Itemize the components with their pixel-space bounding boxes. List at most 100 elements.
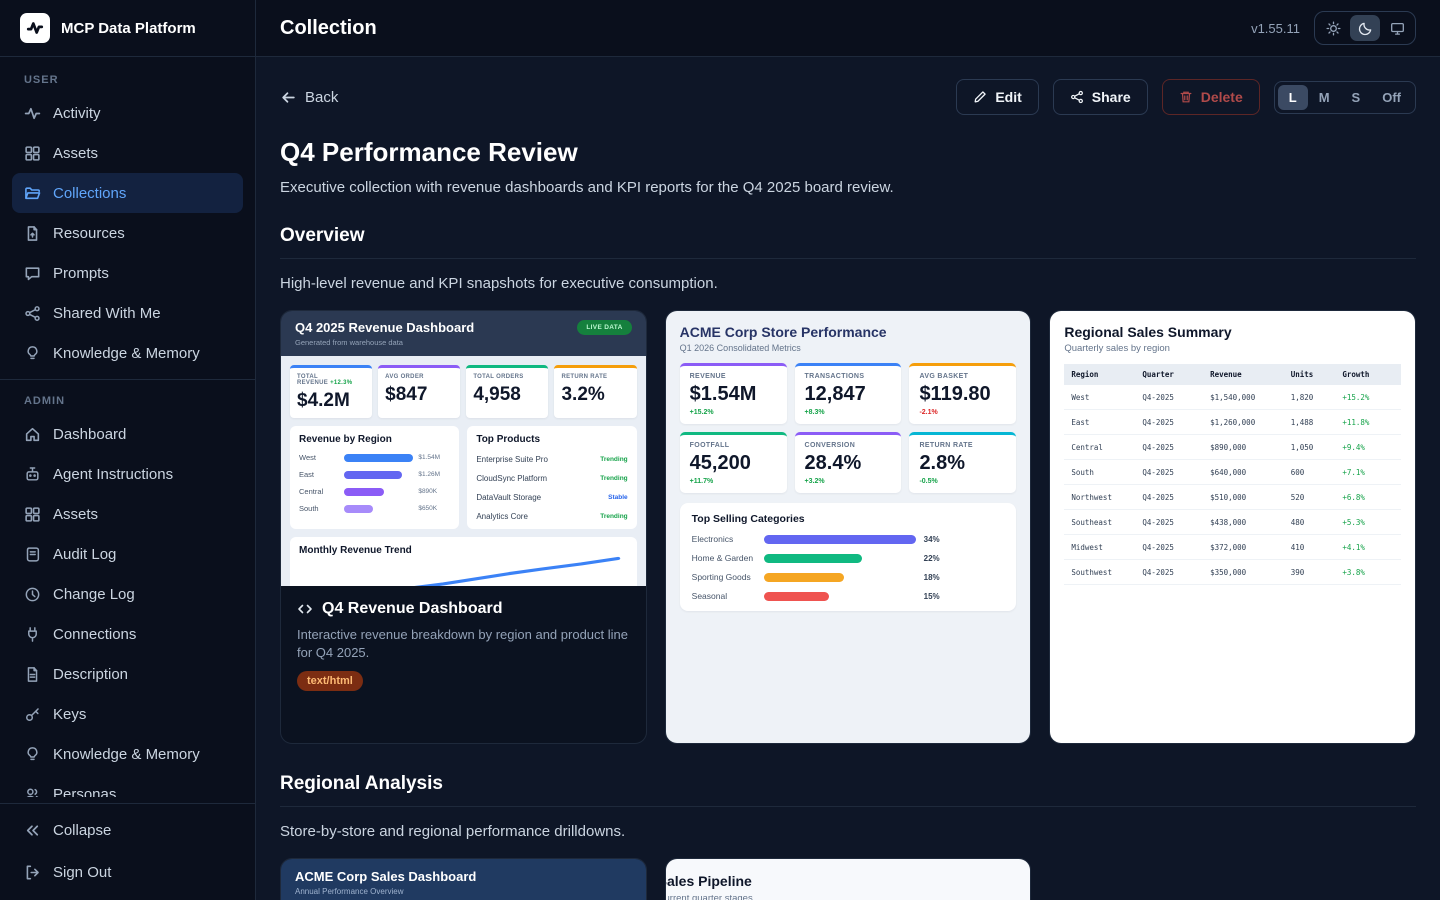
delete-button[interactable]: Delete: [1161, 79, 1260, 115]
sidebar-item-prompts[interactable]: Prompts: [12, 253, 243, 293]
monitor-icon: [1390, 21, 1405, 36]
kpi-value: 28.4%: [804, 452, 862, 474]
kpi-tile: TRANSACTIONS 12,847 +8.3%: [794, 363, 902, 424]
kpi-tile: CONVERSION 28.4% +3.2%: [794, 432, 902, 493]
product-name: CloudSync Platform: [476, 474, 548, 483]
sidebar-item-activity[interactable]: Activity: [12, 93, 243, 133]
size-option-off[interactable]: Off: [1371, 85, 1412, 110]
kpi-delta: -2.1%: [919, 409, 938, 416]
kpi-tile: FOOTFALL 45,200 +11.7%: [679, 432, 787, 493]
sidebar-item-label: Prompts: [53, 264, 109, 282]
sidebar-item-assets[interactable]: Assets: [12, 133, 243, 173]
scroll-icon: [24, 546, 41, 563]
theme-toggle: [1314, 11, 1416, 45]
share-button[interactable]: Share: [1052, 79, 1148, 115]
kpi-label: RETURN RATE: [561, 374, 608, 380]
sidebar-item-label: Knowledge & Memory: [53, 344, 200, 362]
sidebar-item-audit-log[interactable]: Audit Log: [12, 534, 243, 574]
share-icon: [24, 305, 41, 322]
sidebar-item-knowledge-memory[interactable]: Knowledge & Memory: [12, 333, 243, 373]
delete-label: Delete: [1200, 89, 1243, 105]
folder-icon: [24, 185, 41, 202]
lightbulb-icon: [24, 746, 41, 763]
sidebar-item-personas[interactable]: Personas: [12, 774, 243, 797]
bar-label: Sporting Goods: [691, 572, 751, 582]
panel-title: Top Products: [476, 434, 541, 445]
size-option-m[interactable]: M: [1308, 85, 1341, 110]
sidebar-item-label: Description: [53, 665, 129, 683]
edit-button[interactable]: Edit: [956, 79, 1039, 115]
card-kpi-scorecard[interactable]: ACME Corp Store Performance Q1 2026 Cons…: [664, 310, 1032, 745]
kpi-tile: AVG BASKET $119.80 -2.1%: [909, 363, 1017, 424]
sidebar-item-label: Connections: [53, 625, 137, 643]
kpi-tile: RETURN RATE 2.8% -0.5%: [909, 432, 1017, 493]
sidebar-item-label: Assets: [53, 505, 99, 523]
theme-light-button[interactable]: [1318, 15, 1348, 41]
sidebar-item-agent-instructions[interactable]: Agent Instructions: [12, 454, 243, 494]
sidebar-item-admin-knowledge-memory[interactable]: Knowledge & Memory: [12, 734, 243, 774]
sidebar-item-change-log[interactable]: Change Log: [12, 574, 243, 614]
back-button[interactable]: Back: [280, 89, 338, 106]
grid-icon: [24, 506, 41, 523]
kpi-value: $847: [385, 384, 428, 405]
kpi-delta: -0.5%: [919, 478, 938, 485]
kpi-label: CONVERSION: [804, 442, 856, 449]
thumb-title: ACME Corp Store Performance: [679, 324, 887, 340]
card-regional-sales-summary[interactable]: Regional Sales Summary Quarterly sales b…: [1049, 310, 1416, 745]
thumbnail-sales-dashboard: ACME Corp Sales Dashboard Annual Perform…: [281, 859, 646, 900]
sidebar-item-connections[interactable]: Connections: [12, 614, 243, 654]
theme-system-button[interactable]: [1382, 15, 1412, 41]
table-header-row: Region Quarter Revenue Units Growth: [1064, 364, 1401, 385]
card-q4-revenue-dashboard[interactable]: Q4 2025 Revenue Dashboard Generated from…: [280, 310, 647, 745]
sidebar-item-admin-assets[interactable]: Assets: [12, 494, 243, 534]
table-row: Midwest Q4-2025 $372,000 410 +4.1%: [1064, 535, 1401, 560]
sidebar-item-dashboard[interactable]: Dashboard: [12, 414, 243, 454]
kpi-value: $4.2M: [297, 390, 350, 411]
size-option-l[interactable]: L: [1277, 84, 1308, 110]
sidebar-item-label: Dashboard: [53, 425, 127, 443]
kpi-tile: REVENUE $1.54M +15.2%: [679, 363, 787, 424]
sidebar-item-label: Audit Log: [53, 545, 117, 563]
card-acme-sales-dashboard[interactable]: ACME Corp Sales Dashboard Annual Perform…: [280, 858, 647, 900]
collection-title: Q4 Performance Review: [280, 137, 578, 167]
theme-dark-button[interactable]: [1350, 15, 1380, 41]
message-icon: [24, 265, 41, 282]
sidebar-collapse-button[interactable]: Collapse: [12, 810, 243, 850]
sidebar-item-shared-with-me[interactable]: Shared With Me: [12, 293, 243, 333]
plug-icon: [24, 626, 41, 643]
share-label: Share: [1091, 89, 1131, 105]
sidebar-item-collections[interactable]: Collections: [12, 173, 243, 213]
kpi-label: RETURN RATE: [919, 442, 973, 449]
sidebar-item-keys[interactable]: Keys: [12, 694, 243, 734]
sidebar-header: MCP Data Platform: [0, 0, 255, 57]
regional-description: Store-by-store and regional performance …: [280, 823, 626, 841]
bar: [344, 504, 374, 513]
kpi-delta: +15.2%: [689, 409, 714, 416]
sidebar-item-label: Shared With Me: [53, 304, 161, 322]
table-row: Central Q4-2025 $890,000 1,050 +9.4%: [1064, 435, 1401, 460]
table-row: Southwest Q4-2025 $350,000 390 +3.8%: [1064, 560, 1401, 585]
bar-label: Electronics: [691, 534, 734, 544]
thumb-subtitle: Generated from warehouse data: [295, 338, 403, 347]
kpi-delta: +11.7%: [689, 478, 714, 485]
regional-card-grid: ACME Corp Sales Dashboard Annual Perform…: [280, 858, 1416, 900]
thumb-title: Regional Sales Summary: [1064, 324, 1232, 340]
grid-icon: [24, 145, 41, 162]
mime-type-badge: text/html: [297, 671, 363, 692]
topbar: Collection v1.55.11: [256, 0, 1440, 57]
category-bar-row: Sporting Goods 18%: [692, 572, 1005, 582]
collapse-label: Collapse: [53, 821, 112, 839]
sidebar-item-resources[interactable]: Resources: [12, 213, 243, 253]
size-option-s[interactable]: S: [1341, 85, 1372, 110]
sidebar-item-label: Assets: [53, 144, 99, 162]
sidebar-signout-button[interactable]: Sign Out: [12, 852, 243, 892]
kpi-tile: TOTAL REVENUE +12.3% $4.2M: [290, 365, 373, 418]
card-sales-pipeline[interactable]: Sales Pipeline Current quarter stages Le…: [664, 858, 1032, 900]
panel-title: Revenue by Region: [299, 434, 392, 445]
region-bar-row: South $650K: [299, 504, 450, 513]
bar: [763, 572, 845, 582]
bar-value: $650K: [418, 505, 438, 512]
category-bar-row: Home & Garden 22%: [692, 553, 1005, 563]
category-bar-row: Electronics 34%: [692, 534, 1005, 544]
sidebar-item-description[interactable]: Description: [12, 654, 243, 694]
